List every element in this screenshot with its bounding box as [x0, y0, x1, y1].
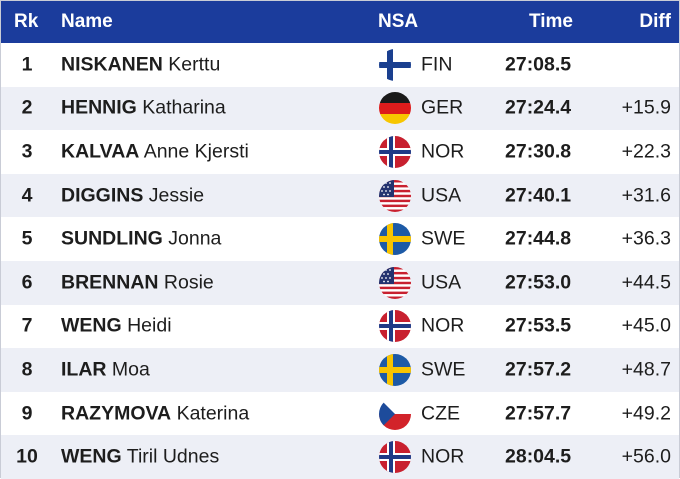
table-row[interactable]: 10 WENG Tiril Udnes NOR 28:04.5 +56.0 — [1, 435, 679, 479]
athlete-name[interactable]: WENG Heidi — [61, 315, 172, 338]
diff-cell: +49.2 — [621, 402, 671, 425]
table-row[interactable]: 3 KALVAA Anne Kjersti NOR 27:30.8 +22.3 — [1, 130, 679, 174]
diff-cell: +45.0 — [621, 314, 671, 337]
table-row[interactable]: 9 RAZYMOVA Katerina CZE 27:57.7 +49.2 — [1, 392, 679, 436]
rank-cell: 6 — [21, 271, 33, 294]
header-nsa[interactable]: NSA — [378, 11, 419, 32]
athlete-name[interactable]: WENG Tiril Udnes — [61, 446, 219, 469]
athlete-surname: NISKANEN — [61, 53, 163, 76]
swe-flag-icon — [379, 353, 411, 386]
athlete-surname: HENNIG — [61, 96, 137, 119]
nsa-cell: FIN — [421, 53, 453, 76]
time-cell: 27:53.0 — [505, 271, 572, 294]
time-cell: 27:40.1 — [505, 184, 572, 207]
athlete-surname: WENG — [61, 314, 122, 337]
athlete-name[interactable]: BRENNAN Rosie — [61, 271, 214, 294]
athlete-name[interactable]: HENNIG Katharina — [61, 97, 226, 120]
diff-cell: +56.0 — [621, 445, 671, 468]
athlete-given-name: Tiril Udnes — [126, 445, 220, 468]
rank-cell: 3 — [21, 140, 33, 163]
time-cell: 27:53.5 — [505, 314, 572, 337]
athlete-name[interactable]: DIGGINS Jessie — [61, 184, 204, 207]
time-cell: 27:24.4 — [505, 96, 572, 119]
table-row[interactable]: 1 NISKANEN Kerttu FIN 27:08.5 — [1, 43, 679, 87]
time-cell: 27:44.8 — [505, 227, 572, 250]
time-cell: 27:30.8 — [505, 140, 572, 163]
athlete-given-name: Katharina — [142, 96, 226, 119]
athlete-name[interactable]: SUNDLING Jonna — [61, 228, 221, 251]
athlete-given-name: Kerttu — [168, 53, 221, 76]
athlete-surname: RAZYMOVA — [61, 402, 172, 425]
rank-cell: 5 — [21, 227, 33, 250]
athlete-surname: DIGGINS — [61, 184, 144, 207]
athlete-given-name: Heidi — [127, 314, 172, 337]
nor-flag-icon — [379, 135, 411, 168]
athlete-given-name: Anne Kjersti — [143, 140, 249, 163]
diff-cell: +48.7 — [621, 358, 671, 381]
time-cell: 27:57.2 — [505, 358, 572, 381]
athlete-surname: SUNDLING — [61, 227, 163, 250]
rank-cell: 2 — [21, 96, 33, 119]
athlete-given-name: Jonna — [168, 227, 222, 250]
athlete-surname: BRENNAN — [61, 271, 159, 294]
athlete-given-name: Jessie — [148, 184, 205, 207]
usa-flag-icon — [379, 266, 411, 299]
nsa-cell: NOR — [421, 445, 465, 468]
diff-cell: +31.6 — [621, 184, 671, 207]
athlete-name[interactable]: KALVAA Anne Kjersti — [61, 140, 249, 163]
table-row[interactable]: 6 BRENNAN Rosie USA 27:53.0 +44.5 — [1, 260, 679, 305]
table-row[interactable]: 7 WENG Heidi NOR 27:53.5 +45.0 — [1, 305, 679, 349]
nsa-cell: USA — [421, 271, 462, 294]
time-cell: 28:04.5 — [505, 445, 572, 468]
diff-cell: +15.9 — [621, 96, 671, 119]
rank-cell: 1 — [21, 53, 33, 76]
nsa-cell: CZE — [421, 402, 460, 425]
usa-flag-icon — [379, 179, 411, 212]
time-cell: 27:57.7 — [505, 402, 572, 425]
athlete-name[interactable]: NISKANEN Kerttu — [61, 53, 220, 76]
nsa-cell: NOR — [421, 314, 465, 337]
header-time[interactable]: Time — [529, 11, 574, 32]
diff-cell: +36.3 — [621, 227, 671, 250]
nsa-cell: SWE — [421, 358, 466, 381]
athlete-given-name: Katerina — [176, 402, 250, 425]
header-rank[interactable]: Rk — [14, 11, 39, 32]
ger-flag-icon — [379, 92, 411, 125]
swe-flag-icon — [379, 223, 411, 256]
nsa-cell: SWE — [421, 227, 466, 250]
rank-cell: 10 — [16, 445, 38, 468]
diff-cell: +44.5 — [621, 271, 671, 294]
athlete-name[interactable]: RAZYMOVA Katerina — [61, 402, 249, 425]
diff-cell: +22.3 — [621, 140, 671, 163]
table-header: Rk Name NSA Time Diff — [1, 1, 679, 43]
athlete-surname: WENG — [61, 445, 122, 468]
athlete-name[interactable]: ILAR Moa — [61, 358, 150, 381]
rank-cell: 7 — [21, 314, 33, 337]
cze-flag-icon — [379, 397, 411, 430]
athlete-given-name: Moa — [111, 358, 150, 381]
nsa-cell: NOR — [421, 140, 465, 163]
table-row[interactable]: 8 ILAR Moa SWE 27:57.2 +48.7 — [1, 348, 679, 392]
rank-cell: 4 — [21, 184, 33, 207]
athlete-given-name: Rosie — [163, 271, 214, 294]
nsa-cell: USA — [421, 184, 462, 207]
rank-cell: 8 — [21, 358, 33, 381]
fin-flag-icon — [379, 48, 411, 81]
table-row[interactable]: 5 SUNDLING Jonna SWE 27:44.8 +36.3 — [1, 217, 679, 261]
nor-flag-icon — [379, 441, 411, 474]
athlete-surname: ILAR — [61, 358, 107, 381]
table-row[interactable]: 2 HENNIG Katharina GER 27:24.4 +15.9 — [1, 86, 679, 131]
time-cell: 27:08.5 — [505, 53, 572, 76]
header-name[interactable]: Name — [61, 11, 113, 32]
header-diff[interactable]: Diff — [639, 11, 671, 32]
nor-flag-icon — [379, 310, 411, 343]
rank-cell: 9 — [21, 402, 33, 425]
athlete-surname: KALVAA — [61, 140, 140, 163]
table-row[interactable]: 4 DIGGINS Jessie USA 27:40.1 +31.6 — [1, 173, 679, 218]
nsa-cell: GER — [421, 96, 464, 119]
table-body: 1 NISKANEN Kerttu FIN 27:08.5 2 HENNIG K… — [1, 43, 679, 479]
